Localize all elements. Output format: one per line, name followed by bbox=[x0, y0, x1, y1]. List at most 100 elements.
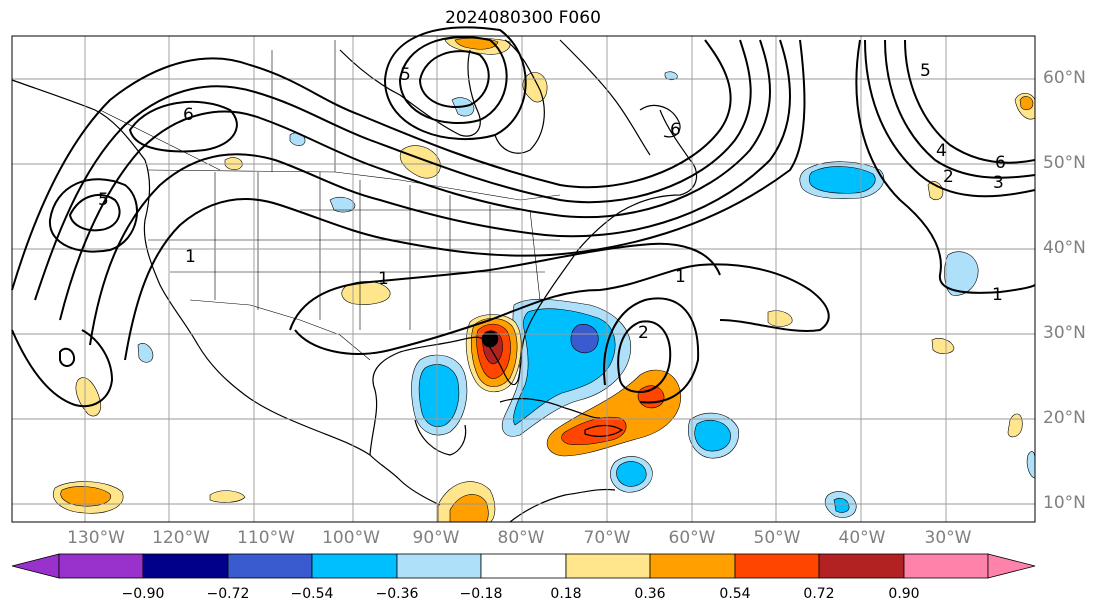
shade-positive-weak-mid-atlantic bbox=[931, 338, 955, 354]
coastline-cuba bbox=[499, 398, 601, 419]
contour-jet-2 bbox=[34, 39, 752, 301]
colorbar-tick-label: −0.18 bbox=[459, 586, 503, 602]
coastline-hudson-bay bbox=[339, 49, 481, 137]
contour-label: 4 bbox=[936, 141, 947, 161]
contour-label: 1 bbox=[185, 247, 196, 267]
contour-label: 1 bbox=[378, 269, 389, 289]
shade-positive-mid-pacific bbox=[60, 486, 111, 507]
colorbar-segment bbox=[903, 553, 989, 579]
lon-label: 30°W bbox=[924, 528, 972, 548]
contour-low-hudson-2 bbox=[398, 36, 508, 125]
colorbar-segment bbox=[818, 553, 905, 579]
lon-label: 80°W bbox=[497, 528, 545, 548]
map-frame bbox=[11, 35, 1036, 523]
lat-label: 60°N bbox=[1043, 68, 1086, 88]
lon-label: 40°W bbox=[838, 528, 886, 548]
colorbar-segment bbox=[311, 553, 398, 579]
contour-ridge-subtropical bbox=[289, 242, 721, 331]
shade-positive-mid-east-atlantic bbox=[1019, 96, 1034, 111]
contour-lines bbox=[11, 26, 1036, 408]
lon-label: 50°W bbox=[753, 528, 801, 548]
contour-label: 5 bbox=[400, 65, 411, 85]
contour-label: 1 bbox=[992, 285, 1003, 305]
colorbar-segment bbox=[480, 553, 567, 579]
shade-positive-weak-baja bbox=[75, 377, 101, 417]
contour-label: 2 bbox=[943, 167, 954, 187]
coastline-south-america bbox=[509, 488, 616, 523]
coastline-north-america-west bbox=[11, 79, 441, 506]
colorbar-segment bbox=[58, 553, 144, 579]
contour-east-atlantic-1 bbox=[864, 39, 1036, 198]
lon-label: 100°W bbox=[322, 528, 380, 548]
colorbar-tick-label: −0.90 bbox=[121, 586, 165, 602]
shade-positive-strong-antilles bbox=[561, 416, 627, 446]
lat-label: 20°N bbox=[1043, 408, 1086, 428]
contour-jet-4 bbox=[89, 39, 791, 346]
colorbar-tick-label: 0.36 bbox=[634, 586, 666, 602]
contour-low-pacific bbox=[68, 194, 121, 232]
contour-label-group: 1 1 1 1 2 2 3 4 5 5 5 6 6 6 bbox=[98, 61, 1006, 343]
colorbar-segment bbox=[734, 553, 820, 579]
shade-negative-weak-ne-atlantic bbox=[664, 71, 678, 81]
map-title: 2024080300 F060 bbox=[445, 8, 601, 28]
contour-trough-atlantic bbox=[617, 320, 672, 394]
contour-jet-5 bbox=[124, 39, 806, 361]
map-plot-area: 1 1 1 1 2 2 3 4 5 5 5 6 6 6 bbox=[11, 26, 1036, 523]
colorbar bbox=[11, 553, 1036, 579]
colorbar-tick-label: 0.18 bbox=[550, 586, 582, 602]
shade-negative-mid-caribbean-south bbox=[616, 461, 647, 487]
contour-jet-3 bbox=[59, 39, 771, 321]
lat-label: 40°N bbox=[1043, 238, 1086, 258]
contour-low-pacific-2 bbox=[48, 178, 138, 253]
contour-label: 5 bbox=[920, 61, 931, 81]
colorbar-tick-label: 0.54 bbox=[719, 586, 751, 602]
shade-negative-weak-pacific-west bbox=[137, 343, 154, 363]
contour-label: 3 bbox=[993, 173, 1004, 193]
coastline-greenland bbox=[494, 39, 545, 154]
shade-negative-mid-gulf bbox=[418, 364, 460, 427]
coastline-islands-east bbox=[639, 105, 681, 138]
colorbar-tick-label: −0.36 bbox=[375, 586, 419, 602]
colorbar-segment bbox=[396, 553, 482, 579]
border-us-mexico bbox=[189, 299, 371, 361]
contour-low-canada bbox=[128, 100, 238, 153]
colorbar-segment bbox=[227, 553, 313, 579]
lon-label: 90°W bbox=[412, 528, 460, 548]
lat-label: 10°N bbox=[1043, 493, 1086, 513]
contour-east-atlantic-2 bbox=[884, 39, 1036, 179]
colorbar-segment bbox=[142, 553, 229, 579]
shaded-anomaly-fields bbox=[53, 37, 1036, 523]
shade-positive-weak-cape-verde bbox=[1007, 413, 1023, 438]
contour-label: 5 bbox=[98, 190, 109, 210]
shade-positive-mid-central-america bbox=[449, 494, 489, 523]
contour-label: 6 bbox=[183, 105, 194, 125]
colorbar-tick-label: 0.72 bbox=[803, 586, 835, 602]
shade-negative-strong-caribbean bbox=[570, 324, 599, 354]
contour-label: 6 bbox=[995, 153, 1006, 173]
contour-small-loop-1 bbox=[59, 347, 76, 367]
colorbar-extend-high bbox=[987, 553, 1036, 579]
coastline-labrador bbox=[559, 39, 651, 156]
coastline-hispaniola bbox=[584, 424, 624, 437]
shade-positive-weak-bermuda bbox=[767, 310, 793, 327]
contour-label: 6 bbox=[670, 120, 681, 140]
shade-negative-mid-north-atlantic bbox=[808, 166, 876, 194]
lat-label: 50°N bbox=[1043, 153, 1086, 173]
colorbar-extend-low bbox=[11, 553, 60, 579]
shade-negative-weak-great-plains bbox=[329, 196, 356, 213]
colorbar-tick-label: 0.90 bbox=[888, 586, 920, 602]
lat-label: 30°N bbox=[1043, 323, 1086, 343]
contour-label: 1 bbox=[675, 267, 686, 287]
shade-negative-mid-south-atlantic bbox=[833, 497, 850, 513]
colorbar-segment bbox=[565, 553, 651, 579]
coastline-yucatan bbox=[414, 419, 467, 456]
lon-label: 130°W bbox=[67, 528, 125, 548]
lon-label: 60°W bbox=[668, 528, 716, 548]
contour-jet-1 bbox=[11, 39, 732, 291]
contour-trough-atlantic-2 bbox=[603, 297, 700, 404]
contour-low-hudson bbox=[418, 50, 490, 108]
colorbar-tick-label: −0.54 bbox=[290, 586, 334, 602]
colorbar-segment bbox=[649, 553, 736, 579]
contour-label: 2 bbox=[638, 323, 649, 343]
